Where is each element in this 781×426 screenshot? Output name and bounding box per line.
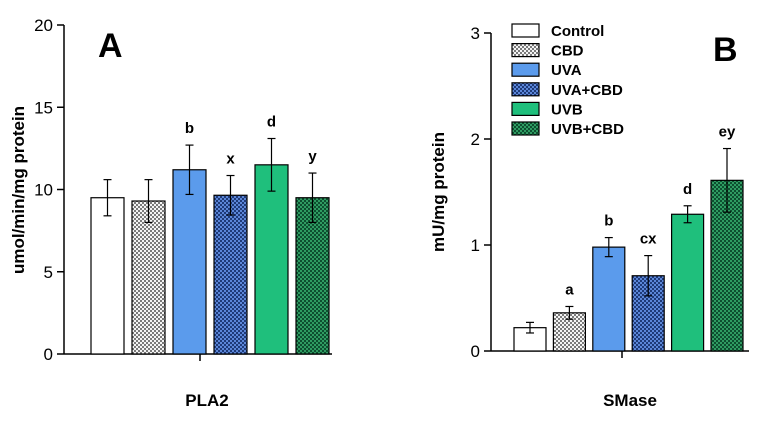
legend: Control CBD UVA UVA+CBD UVB UVB+CBD xyxy=(511,23,624,138)
legend-swatch xyxy=(511,82,540,97)
panel-a-y-axis-title: umol/min/mg protein xyxy=(9,106,28,274)
significance-label: d xyxy=(267,114,276,131)
bar-uva xyxy=(172,169,207,355)
y-tick-label: 20 xyxy=(34,16,53,35)
y-tick-label: 15 xyxy=(34,98,53,117)
y-tick-label: 0 xyxy=(44,345,53,364)
bar-uvb xyxy=(254,164,289,355)
legend-swatch xyxy=(511,62,540,77)
legend-swatch xyxy=(511,101,540,117)
legend-swatch xyxy=(511,42,540,58)
bar-cbd xyxy=(131,200,166,355)
legend-label: UVA+CBD xyxy=(551,82,623,99)
panel-b-plot-area: 0 1 2 3 a b cx d ey xyxy=(471,24,749,361)
y-tick-label: 3 xyxy=(471,24,480,43)
bar-uva xyxy=(592,246,626,352)
significance-label: cx xyxy=(640,231,657,248)
bar-uvb xyxy=(670,213,705,352)
y-tick-label: 1 xyxy=(471,236,480,255)
bar-uva-cbd xyxy=(213,194,248,355)
panel-a-plot-area: 0 5 10 15 20 b x d y xyxy=(34,16,332,364)
legend-swatch xyxy=(511,121,540,136)
significance-label: x xyxy=(226,151,235,168)
legend-label: Control xyxy=(551,23,604,40)
significance-label: d xyxy=(683,181,692,198)
y-tick-label: 10 xyxy=(34,181,53,200)
panel-b: B mU/mg protein SMase 0 1 2 3 a b cx d ey Contro… xyxy=(429,23,749,410)
y-tick-label: 0 xyxy=(471,342,480,361)
panel-b-letter: B xyxy=(713,31,738,69)
legend-label: UVA xyxy=(551,62,582,79)
significance-label: a xyxy=(565,281,574,298)
panel-a: A umol/min/mg protein PLA2 0 5 10 15 20 b x d y xyxy=(9,16,332,410)
bar-control xyxy=(90,197,125,355)
panel-a-x-axis-title: PLA2 xyxy=(185,391,228,410)
significance-label: ey xyxy=(719,124,736,141)
panel-a-letter: A xyxy=(98,27,123,65)
legend-label: CBD xyxy=(551,43,584,60)
significance-label: b xyxy=(604,213,613,230)
bar-uvb-cbd xyxy=(295,197,330,355)
panel-b-x-axis-title: SMase xyxy=(603,391,657,410)
legend-label: UVB xyxy=(551,101,583,118)
y-tick-label: 2 xyxy=(471,130,480,149)
panel-b-y-axis-title: mU/mg protein xyxy=(429,132,448,252)
significance-label: y xyxy=(308,148,317,165)
legend-swatch xyxy=(511,23,540,38)
y-tick-label: 5 xyxy=(44,263,53,282)
significance-label: b xyxy=(185,120,194,137)
legend-label: UVB+CBD xyxy=(551,121,624,138)
